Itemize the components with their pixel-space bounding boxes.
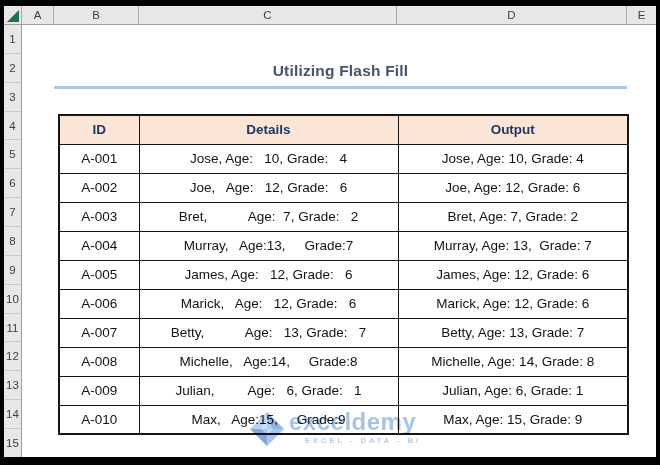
row-header[interactable]: 7 [4,198,21,227]
select-all-corner[interactable] [4,6,22,24]
row-header[interactable]: 11 [4,314,21,343]
details-cell[interactable]: Betty, Age: 13, Grade: 7 [139,318,398,347]
worksheet: A B C D E 1 2 3 4 5 6 [4,6,656,457]
row-header[interactable]: 4 [4,112,21,141]
table-row: A-002 Joe, Age: 12, Grade: 6 Joe, Age: 1… [59,173,628,202]
id-cell[interactable]: A-006 [59,289,139,318]
row-header[interactable]: 5 [4,140,21,169]
column-header[interactable]: E [627,6,656,24]
output-cell[interactable]: James, Age: 12, Grade: 6 [398,260,628,289]
title-cell[interactable]: Utilizing Flash Fill [54,55,627,89]
output-cell[interactable]: Bret, Age: 7, Grade: 2 [398,202,628,231]
details-column-header[interactable]: Details [139,115,398,144]
details-cell[interactable]: Joe, Age: 12, Grade: 6 [139,173,398,202]
details-cell[interactable]: Max, Age:15, Grade:9 [139,405,398,434]
id-cell[interactable]: A-003 [59,202,139,231]
table-row: A-007 Betty, Age: 13, Grade: 7 Betty, Ag… [59,318,628,347]
column-header[interactable]: B [54,6,139,24]
details-cell[interactable]: Murray, Age:13, Grade:7 [139,231,398,260]
id-cell[interactable]: A-007 [59,318,139,347]
row-header[interactable]: 15 [4,429,21,457]
select-all-triangle-icon [7,10,19,22]
row-header[interactable]: 14 [4,400,21,429]
column-header[interactable]: A [22,6,54,24]
details-cell[interactable]: Julian, Age: 6, Grade: 1 [139,376,398,405]
id-cell[interactable]: A-005 [59,260,139,289]
output-cell[interactable]: Julian, Age: 6, Grade: 1 [398,376,628,405]
details-cell[interactable]: James, Age: 12, Grade: 6 [139,260,398,289]
id-column-header[interactable]: ID [59,115,139,144]
details-cell[interactable]: Michelle, Age:14, Grade:8 [139,347,398,376]
output-cell[interactable]: Jose, Age: 10, Grade: 4 [398,144,628,173]
id-cell[interactable]: A-008 [59,347,139,376]
id-cell[interactable]: A-004 [59,231,139,260]
output-cell[interactable]: Joe, Age: 12, Grade: 6 [398,173,628,202]
column-header-strip: A B C D E [4,6,656,25]
table-row: A-001 Jose, Age: 10, Grade: 4 Jose, Age:… [59,144,628,173]
table-row: A-005 James, Age: 12, Grade: 6 James, Ag… [59,260,628,289]
output-cell[interactable]: Betty, Age: 13, Grade: 7 [398,318,628,347]
flash-fill-table: ID Details Output A-001 Jose, Age: 10, G… [58,114,629,435]
output-cell[interactable]: Max, Age: 15, Grade: 9 [398,405,628,434]
column-header[interactable]: C [139,6,397,24]
id-cell[interactable]: A-001 [59,144,139,173]
row-header[interactable]: 3 [4,83,21,112]
row-header[interactable]: 1 [4,25,21,54]
table-row: A-004 Murray, Age:13, Grade:7 Murray, Ag… [59,231,628,260]
table-row: A-003 Bret, Age: 7, Grade: 2 Bret, Age: … [59,202,628,231]
page-title: Utilizing Flash Fill [273,62,409,80]
excel-screenshot-frame: A B C D E 1 2 3 4 5 6 [0,0,660,465]
details-cell[interactable]: Jose, Age: 10, Grade: 4 [139,144,398,173]
table-header-row: ID Details Output [59,115,628,144]
row-header-strip: 1 2 3 4 5 6 7 8 9 10 11 12 [4,25,22,457]
row-header[interactable]: 10 [4,285,21,314]
output-cell[interactable]: Marick, Age: 12, Grade: 6 [398,289,628,318]
details-cell[interactable]: Bret, Age: 7, Grade: 2 [139,202,398,231]
table-row: A-008 Michelle, Age:14, Grade:8 Michelle… [59,347,628,376]
watermark-tagline: EXCEL - DATA - BI [289,436,421,445]
row-header[interactable]: 2 [4,54,21,83]
id-cell[interactable]: A-002 [59,173,139,202]
id-cell[interactable]: A-010 [59,405,139,434]
row-header[interactable]: 13 [4,371,21,400]
details-cell[interactable]: Marick, Age: 12, Grade: 6 [139,289,398,318]
table-row: A-010 Max, Age:15, Grade:9 Max, Age: 15,… [59,405,628,434]
row-header[interactable]: 8 [4,227,21,256]
row-header[interactable]: 12 [4,342,21,371]
column-header[interactable]: D [397,6,627,24]
output-cell[interactable]: Murray, Age: 13, Grade: 7 [398,231,628,260]
row-header[interactable]: 9 [4,256,21,285]
output-column-header[interactable]: Output [398,115,628,144]
row-header[interactable]: 6 [4,169,21,198]
output-cell[interactable]: Michelle, Age: 14, Grade: 8 [398,347,628,376]
table-row: A-006 Marick, Age: 12, Grade: 6 Marick, … [59,289,628,318]
id-cell[interactable]: A-009 [59,376,139,405]
table-row: A-009 Julian, Age: 6, Grade: 1 Julian, A… [59,376,628,405]
